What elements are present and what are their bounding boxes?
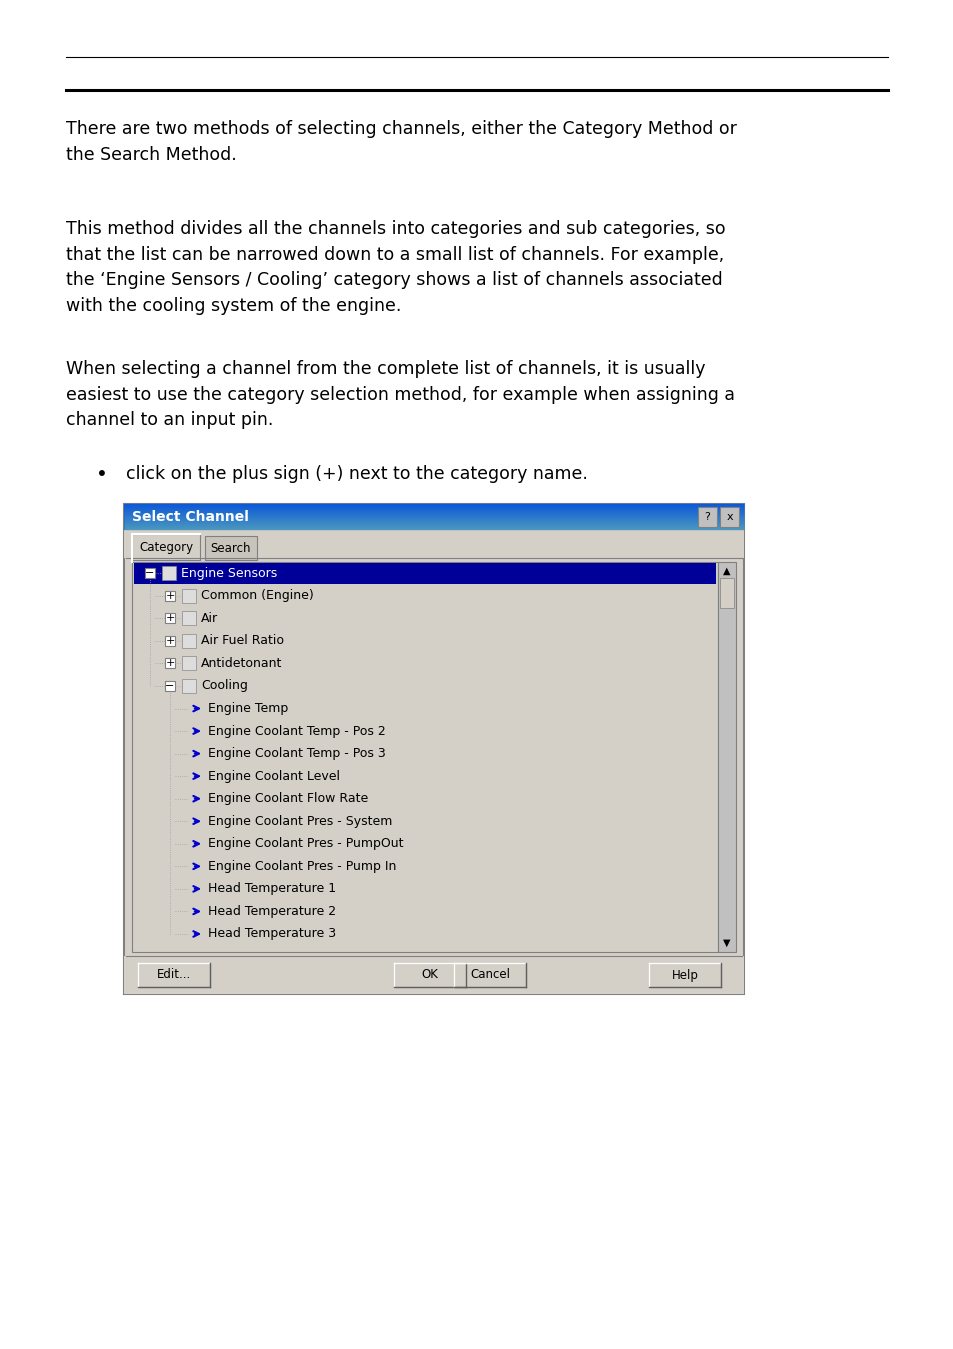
Bar xyxy=(162,567,175,580)
Bar xyxy=(165,591,174,600)
Text: ▼: ▼ xyxy=(722,938,730,948)
Text: Search: Search xyxy=(211,541,251,554)
Bar xyxy=(145,568,154,579)
Bar xyxy=(182,611,195,626)
Text: ▲: ▲ xyxy=(722,567,730,576)
Text: Engine Coolant Pres - Pump In: Engine Coolant Pres - Pump In xyxy=(208,859,395,873)
Bar xyxy=(182,588,195,603)
Bar xyxy=(698,507,717,527)
Bar xyxy=(182,657,195,670)
Text: Head Temperature 1: Head Temperature 1 xyxy=(208,882,335,896)
Bar xyxy=(182,634,195,648)
Text: +: + xyxy=(165,658,174,669)
Bar xyxy=(165,614,174,623)
Text: This method divides all the channels into categories and sub categories, so
that: This method divides all the channels int… xyxy=(66,220,725,316)
Text: Engine Coolant Temp - Pos 2: Engine Coolant Temp - Pos 2 xyxy=(208,724,385,738)
Bar xyxy=(124,956,743,994)
Text: Help: Help xyxy=(671,969,698,982)
Text: +: + xyxy=(165,635,174,646)
Text: Edit...: Edit... xyxy=(156,969,191,982)
Text: +: + xyxy=(165,614,174,623)
Text: Engine Sensors: Engine Sensors xyxy=(181,567,277,580)
Bar xyxy=(720,577,733,608)
Text: Engine Coolant Level: Engine Coolant Level xyxy=(208,770,339,782)
Bar xyxy=(132,534,200,560)
Text: Engine Coolant Flow Rate: Engine Coolant Flow Rate xyxy=(208,792,368,805)
Bar xyxy=(454,963,525,987)
Text: Engine Coolant Pres - System: Engine Coolant Pres - System xyxy=(208,815,392,828)
Text: Engine Coolant Temp - Pos 3: Engine Coolant Temp - Pos 3 xyxy=(208,747,385,759)
Bar xyxy=(124,505,743,994)
Text: Category: Category xyxy=(139,541,193,553)
Bar xyxy=(165,658,174,669)
Bar xyxy=(720,507,739,527)
Bar xyxy=(394,963,465,987)
Bar xyxy=(124,505,743,530)
Text: When selecting a channel from the complete list of channels, it is usually
easie: When selecting a channel from the comple… xyxy=(66,360,734,429)
Text: Common (Engine): Common (Engine) xyxy=(201,590,314,602)
Text: Engine Coolant Pres - PumpOut: Engine Coolant Pres - PumpOut xyxy=(208,838,403,850)
Text: Head Temperature 2: Head Temperature 2 xyxy=(208,905,335,917)
Bar xyxy=(132,563,718,952)
Text: −: − xyxy=(145,568,154,579)
Text: Cooling: Cooling xyxy=(201,680,248,692)
Text: Air Fuel Ratio: Air Fuel Ratio xyxy=(201,634,284,648)
Text: +: + xyxy=(165,591,174,600)
Bar xyxy=(718,563,735,952)
Text: Antidetonant: Antidetonant xyxy=(201,657,282,670)
Text: Select Channel: Select Channel xyxy=(132,510,249,523)
Bar xyxy=(138,963,210,987)
Text: There are two methods of selecting channels, either the Category Method or
the S: There are two methods of selecting chann… xyxy=(66,120,736,163)
Text: Air: Air xyxy=(201,612,218,625)
Text: Engine Temp: Engine Temp xyxy=(208,701,288,715)
Bar xyxy=(133,563,716,584)
Bar xyxy=(165,681,174,691)
Text: Head Temperature 3: Head Temperature 3 xyxy=(208,928,335,940)
Bar xyxy=(205,536,256,560)
Text: OK: OK xyxy=(421,969,438,982)
Text: x: x xyxy=(725,513,732,522)
Bar xyxy=(124,530,743,558)
Bar xyxy=(182,679,195,693)
Text: •: • xyxy=(96,465,108,484)
Bar xyxy=(165,635,174,646)
Text: click on the plus sign (+) next to the category name.: click on the plus sign (+) next to the c… xyxy=(126,465,587,483)
Bar xyxy=(648,963,720,987)
Text: Cancel: Cancel xyxy=(470,969,510,982)
Text: −: − xyxy=(165,681,174,691)
Text: ?: ? xyxy=(704,513,710,522)
